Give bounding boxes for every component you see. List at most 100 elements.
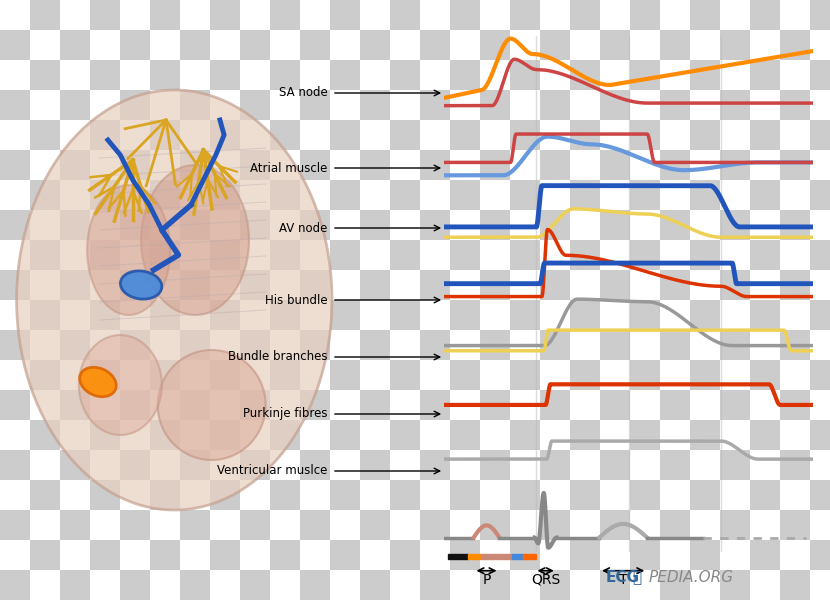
Bar bbox=[600, 150, 630, 180]
Bar bbox=[60, 30, 90, 60]
Bar bbox=[390, 90, 420, 120]
Bar bbox=[330, 450, 360, 480]
Bar bbox=[0, 60, 30, 90]
Bar bbox=[450, 0, 480, 30]
Bar bbox=[690, 450, 720, 480]
Bar bbox=[360, 240, 390, 270]
Bar bbox=[510, 210, 540, 240]
Bar bbox=[630, 240, 660, 270]
Bar bbox=[630, 330, 660, 360]
Bar bbox=[60, 450, 90, 480]
Bar bbox=[630, 480, 660, 510]
Bar bbox=[540, 60, 570, 90]
Bar bbox=[0, 0, 30, 30]
Bar bbox=[630, 570, 660, 600]
Bar bbox=[30, 120, 60, 150]
Bar bbox=[330, 480, 360, 510]
Bar bbox=[360, 480, 390, 510]
Bar bbox=[300, 330, 330, 360]
Bar bbox=[270, 60, 300, 90]
Bar bbox=[810, 90, 830, 120]
Bar bbox=[660, 540, 690, 570]
Bar bbox=[660, 180, 690, 210]
Bar bbox=[90, 180, 120, 210]
Bar bbox=[570, 90, 600, 120]
Bar bbox=[240, 330, 270, 360]
Bar bbox=[810, 210, 830, 240]
Bar bbox=[330, 180, 360, 210]
Bar bbox=[240, 180, 270, 210]
Bar bbox=[330, 240, 360, 270]
Bar bbox=[90, 150, 120, 180]
Bar bbox=[270, 210, 300, 240]
Bar bbox=[450, 510, 480, 540]
Bar bbox=[720, 150, 750, 180]
Bar bbox=[540, 300, 570, 330]
Bar bbox=[60, 0, 90, 30]
Bar bbox=[0, 120, 30, 150]
Bar bbox=[330, 300, 360, 330]
Bar bbox=[360, 360, 390, 390]
Bar bbox=[600, 540, 630, 570]
Bar bbox=[90, 300, 120, 330]
Bar bbox=[300, 300, 330, 330]
Bar bbox=[60, 240, 90, 270]
Bar bbox=[90, 360, 120, 390]
Bar bbox=[150, 300, 180, 330]
Bar bbox=[481, 554, 512, 559]
Bar bbox=[480, 420, 510, 450]
Bar bbox=[60, 90, 90, 120]
Bar bbox=[630, 180, 660, 210]
Bar bbox=[630, 90, 660, 120]
Bar bbox=[60, 150, 90, 180]
Bar bbox=[210, 360, 240, 390]
Bar bbox=[720, 90, 750, 120]
Bar bbox=[210, 510, 240, 540]
Bar bbox=[300, 150, 330, 180]
Bar bbox=[240, 120, 270, 150]
Bar bbox=[540, 360, 570, 390]
Text: Bundle branches: Bundle branches bbox=[228, 350, 328, 364]
Bar bbox=[780, 480, 810, 510]
Bar bbox=[450, 360, 480, 390]
Bar bbox=[810, 300, 830, 330]
Bar bbox=[690, 30, 720, 60]
Bar bbox=[240, 90, 270, 120]
Bar bbox=[360, 420, 390, 450]
Bar bbox=[210, 180, 240, 210]
Bar bbox=[570, 330, 600, 360]
Bar bbox=[90, 450, 120, 480]
Bar bbox=[240, 540, 270, 570]
Bar bbox=[0, 570, 30, 600]
Bar bbox=[660, 360, 690, 390]
Bar bbox=[570, 480, 600, 510]
Bar bbox=[450, 330, 480, 360]
Bar bbox=[780, 540, 810, 570]
Bar bbox=[540, 150, 570, 180]
Bar bbox=[750, 450, 780, 480]
Bar bbox=[300, 240, 330, 270]
Bar bbox=[510, 300, 540, 330]
Bar bbox=[720, 300, 750, 330]
Bar bbox=[30, 330, 60, 360]
Bar bbox=[270, 510, 300, 540]
Bar bbox=[600, 390, 630, 420]
Bar bbox=[30, 420, 60, 450]
Bar bbox=[60, 60, 90, 90]
Bar bbox=[660, 90, 690, 120]
Bar bbox=[600, 480, 630, 510]
Bar bbox=[120, 90, 150, 120]
Bar bbox=[600, 0, 630, 30]
Bar bbox=[750, 480, 780, 510]
Bar bbox=[630, 30, 660, 60]
Bar bbox=[270, 120, 300, 150]
Bar bbox=[30, 210, 60, 240]
Bar bbox=[690, 180, 720, 210]
Bar bbox=[420, 120, 450, 150]
Bar bbox=[390, 360, 420, 390]
Ellipse shape bbox=[17, 90, 332, 510]
Ellipse shape bbox=[80, 367, 116, 397]
Bar bbox=[150, 330, 180, 360]
Bar bbox=[480, 330, 510, 360]
Bar bbox=[690, 510, 720, 540]
